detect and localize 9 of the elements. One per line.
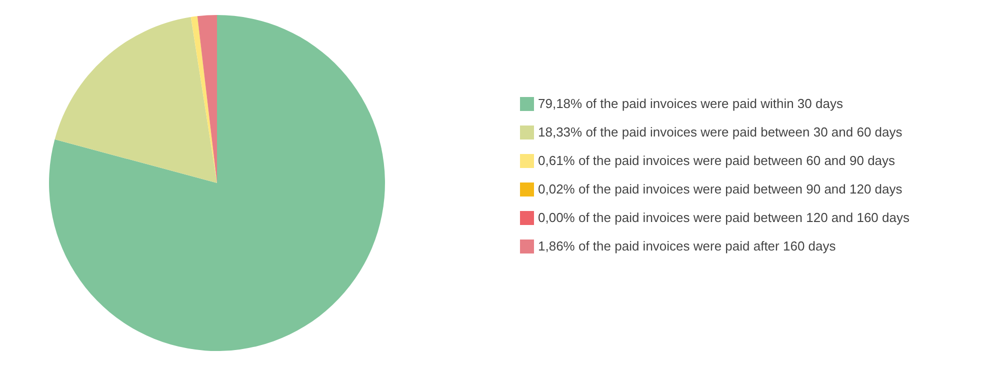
legend-label: 1,86% of the paid invoices were paid after 160 days xyxy=(538,238,836,254)
pie-slice xyxy=(49,15,385,351)
legend-label: 18,33% of the paid invoices were paid between 30 and 60 days xyxy=(538,124,903,140)
legend-label: 0,61% of the paid invoices were paid between 60 and 90 days xyxy=(538,153,896,168)
pie-slice xyxy=(54,17,217,183)
legend-label: 0,02% of the paid invoices were paid between 90 and 120 days xyxy=(538,182,903,196)
legend-label: 79,18% of the paid invoices were paid within 30 days xyxy=(538,96,844,111)
legend-label: 0,00% of the paid invoices were paid between 120 and 160 days xyxy=(538,210,910,225)
pie-slice xyxy=(190,16,217,183)
